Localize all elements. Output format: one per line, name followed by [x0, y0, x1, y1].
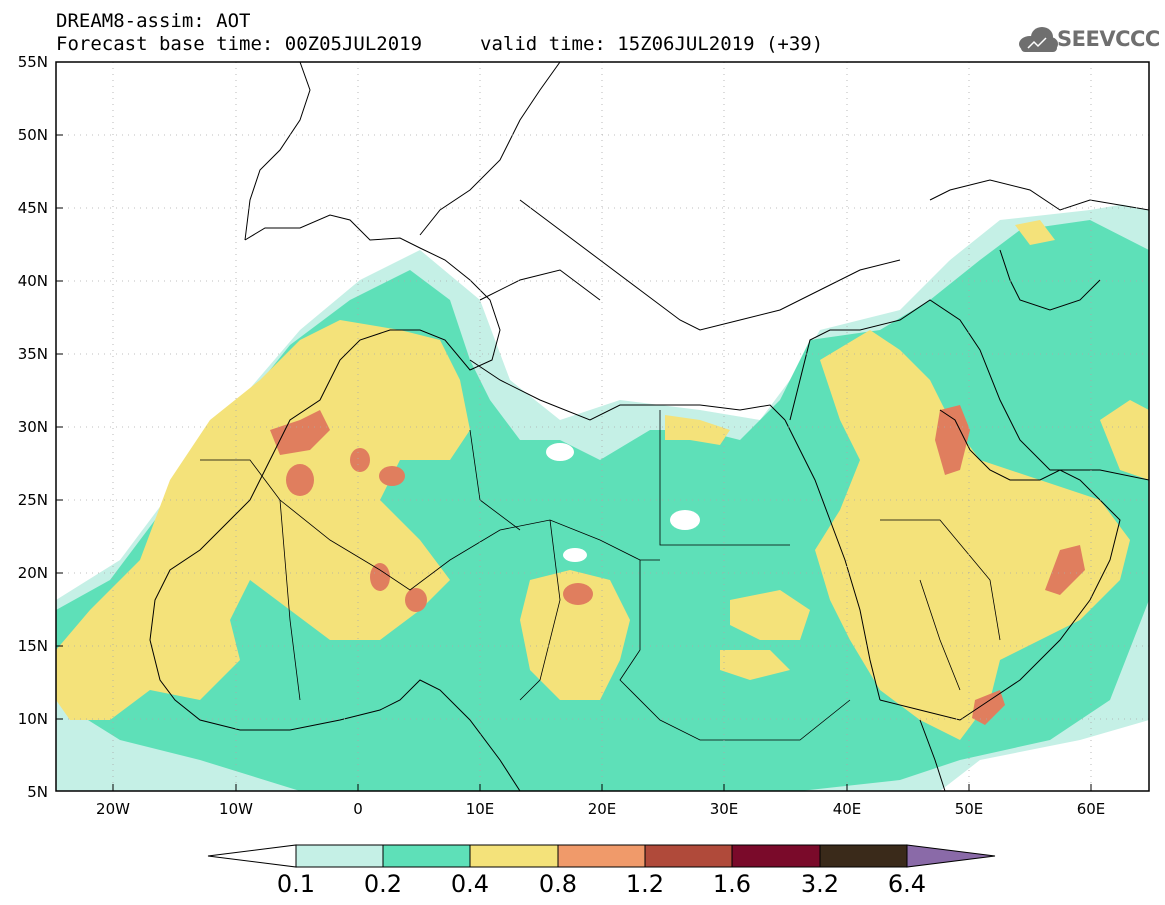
lat-label: 15N — [17, 637, 48, 655]
colorbar-label: 6.4 — [887, 870, 927, 898]
borders — [200, 410, 1001, 741]
lat-label: 30N — [17, 418, 48, 436]
aot-clear-europe — [56, 62, 1149, 405]
aot-band-0.8-somalia — [972, 690, 1005, 725]
colorbar-bin-3.2 — [819, 844, 908, 868]
aot-clear-sudan — [563, 548, 587, 562]
lon-label: 40E — [832, 800, 862, 818]
aot-band-0.4-horn — [730, 590, 810, 640]
aot-clear-egypt — [546, 443, 574, 461]
aot-band-0.8-gulf — [935, 405, 970, 475]
lon-label: 60E — [1076, 800, 1106, 818]
lon-label: 10W — [219, 800, 253, 818]
aot-band-0.8-oman — [1045, 545, 1085, 595]
aot-band-0.8-algeria-b — [350, 448, 370, 472]
lat-label: 5N — [27, 783, 48, 801]
graticule — [56, 62, 1149, 791]
colorbar-over — [906, 844, 996, 868]
colorbar-bin-0.1 — [295, 844, 384, 868]
aot-band-0.8-algeria — [286, 464, 314, 496]
colorbar-bin-1.6 — [731, 844, 821, 868]
aot-band-0.4-central — [520, 570, 630, 700]
colorbar-bin-1.2 — [644, 844, 733, 868]
aot-band-0.4-arabia — [815, 330, 1130, 740]
coastlines — [149, 62, 1149, 791]
map-title: DREAM8-assim: AOT — [56, 10, 251, 32]
lon-label: 10E — [465, 800, 495, 818]
lat-label: 50N — [17, 126, 48, 144]
lat-label: 35N — [17, 345, 48, 363]
aot-band-0.4-libya — [665, 415, 730, 445]
colorbar-label: 0.1 — [276, 870, 316, 898]
cloud-icon — [1019, 27, 1058, 52]
aot-band-0.4-sahel — [720, 650, 790, 680]
forecast-base-time: Forecast base time: 00Z05JUL2019 — [56, 33, 423, 55]
logo-text: SEEVCCC — [1057, 27, 1160, 51]
colorbar-label: 0.2 — [363, 870, 403, 898]
colorbar — [207, 844, 996, 868]
aot-band-0.8-niger — [405, 588, 427, 612]
lon-label: 30E — [709, 800, 739, 818]
lon-label: 50E — [954, 800, 984, 818]
valid-time: valid time: 15Z06JUL2019 (+39) — [480, 33, 824, 55]
lon-label: 20W — [96, 800, 130, 818]
colorbar-label: 3.2 — [800, 870, 840, 898]
colorbar-bin-0.2 — [382, 844, 471, 868]
aot-band-0.4-west — [56, 320, 470, 720]
aot-field — [56, 62, 1149, 791]
aot-band-0.4-caspian — [1015, 220, 1055, 245]
aot-band-0.8-chad — [563, 583, 593, 605]
lat-label: 55N — [17, 53, 48, 71]
colorbar-bin-0.8 — [557, 844, 646, 868]
colorbar-label: 0.8 — [538, 870, 578, 898]
aot-band-0.8-algeria-c — [379, 466, 405, 486]
aot-band-0.8-mali — [370, 563, 390, 591]
axis-ticks — [56, 134, 1092, 791]
lat-label: 25N — [17, 491, 48, 509]
lat-label: 20N — [17, 564, 48, 582]
lat-label: 10N — [17, 710, 48, 728]
aot-band-0.8-morocco — [270, 410, 330, 455]
lat-label: 45N — [17, 199, 48, 217]
aot-band-0.4-persia — [1100, 400, 1149, 480]
aot-clear-libya — [670, 510, 700, 530]
lat-label: 40N — [17, 272, 48, 290]
colorbar-bin-0.4 — [469, 844, 559, 868]
colorbar-label: 0.4 — [450, 870, 490, 898]
lon-label: 20E — [587, 800, 617, 818]
colorbar-under — [207, 844, 297, 868]
lon-label: 0 — [353, 800, 363, 818]
colorbar-label: 1.6 — [712, 870, 752, 898]
colorbar-label: 1.2 — [625, 870, 665, 898]
